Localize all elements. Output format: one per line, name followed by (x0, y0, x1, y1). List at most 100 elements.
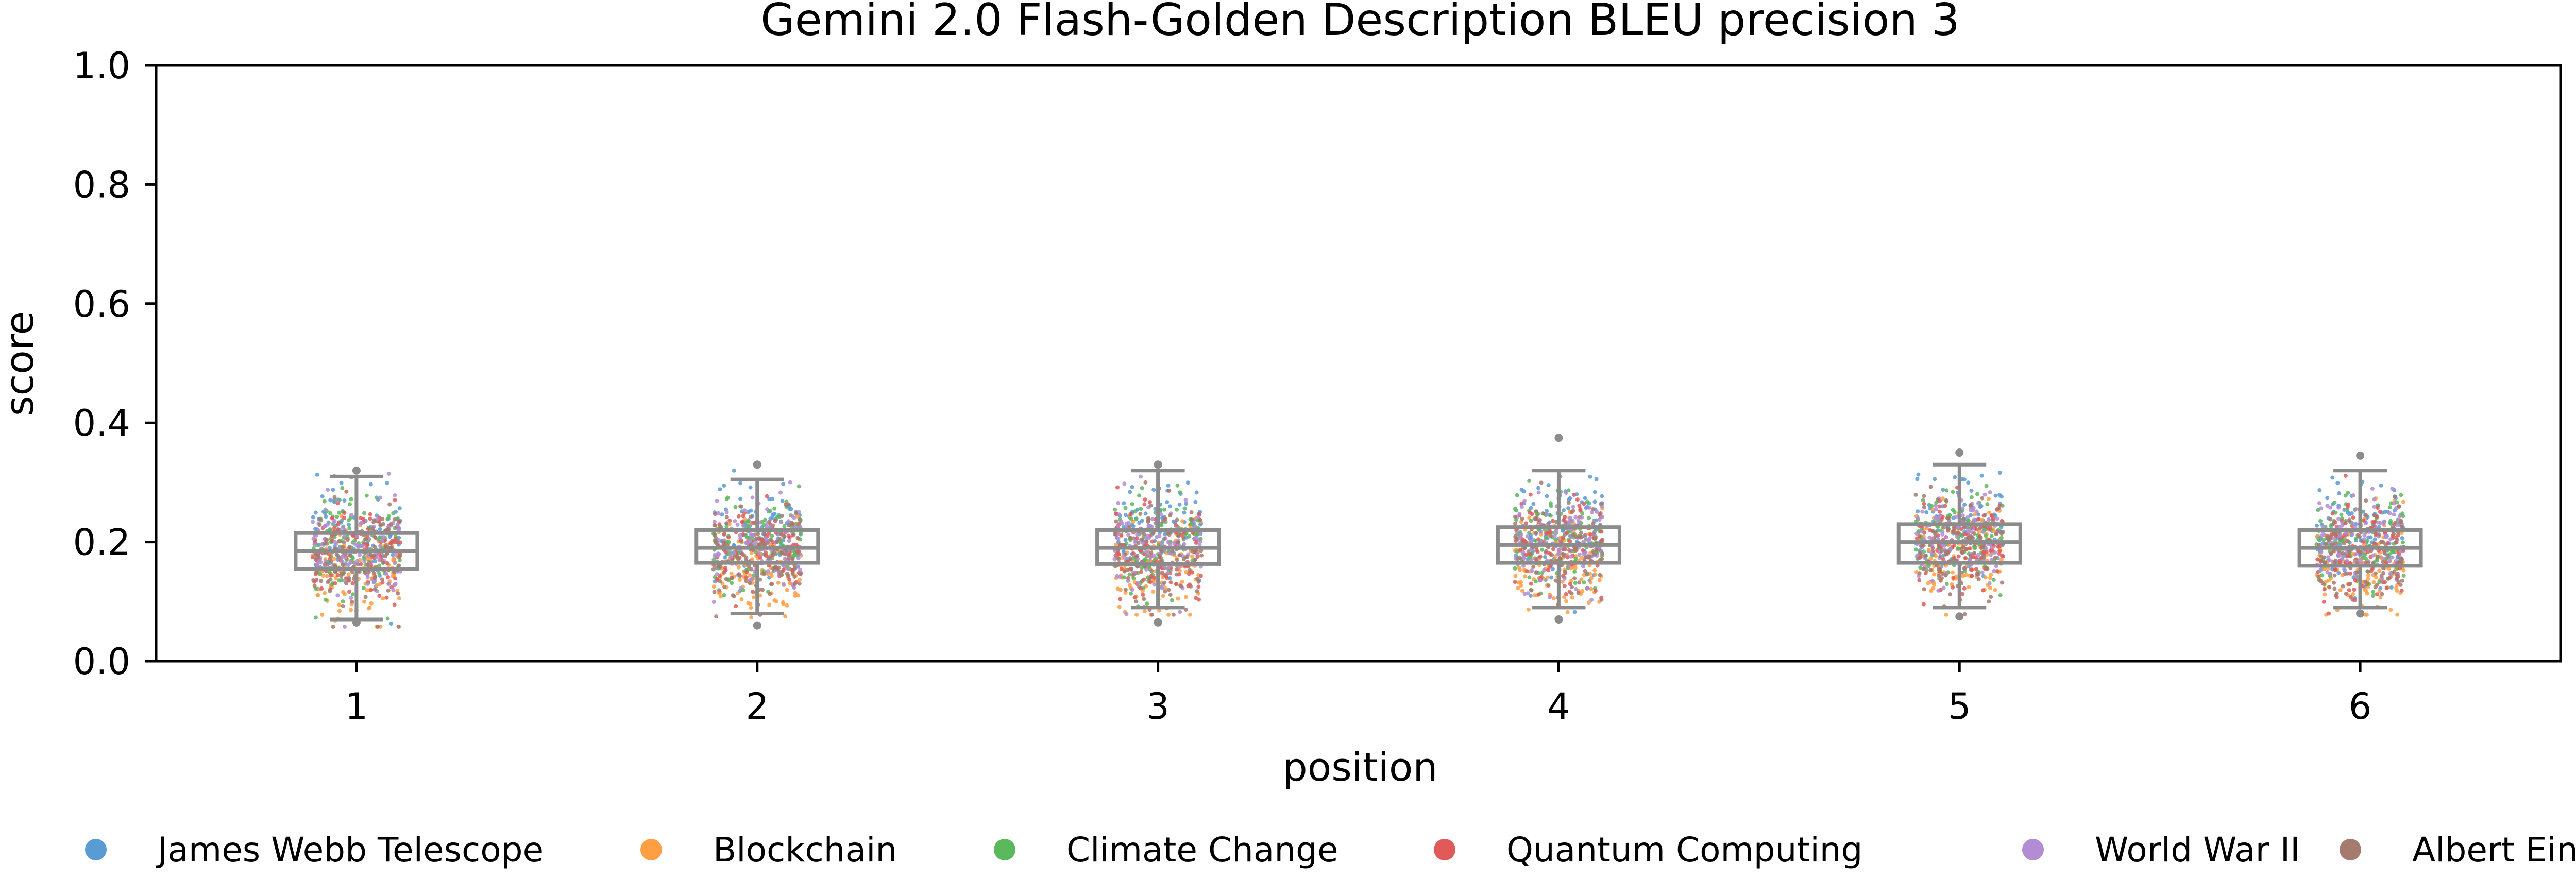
data-point (392, 570, 397, 574)
data-point (337, 609, 342, 613)
data-point (1930, 578, 1935, 583)
data-point (1999, 536, 2004, 540)
data-point (1952, 543, 1957, 548)
data-point (1943, 504, 1947, 508)
data-point (1962, 586, 1967, 591)
data-point (335, 573, 340, 577)
data-point (795, 536, 800, 540)
data-point (1989, 595, 1993, 599)
data-point (1585, 586, 1590, 591)
data-point (1940, 576, 1944, 581)
data-point (1115, 574, 1120, 578)
data-point (730, 581, 734, 585)
data-point (1513, 514, 1517, 519)
data-point (790, 556, 795, 561)
data-point (1955, 534, 1959, 539)
data-point (356, 562, 361, 567)
data-point (1519, 532, 1523, 537)
data-point (1134, 612, 1139, 617)
data-point (372, 534, 377, 539)
data-point (2323, 592, 2327, 597)
data-point (362, 586, 366, 591)
data-point (785, 603, 789, 608)
data-point (1177, 565, 1181, 570)
data-point (711, 558, 716, 562)
data-point (1591, 531, 1596, 536)
data-point (1598, 511, 1603, 515)
data-point (333, 563, 337, 568)
data-point (2379, 483, 2383, 488)
data-point (1117, 605, 1122, 609)
data-point (1566, 506, 1570, 511)
data-point (724, 525, 729, 529)
data-point (1583, 568, 1587, 573)
data-point (738, 504, 743, 509)
data-point (1140, 538, 1144, 542)
data-point (1961, 574, 1965, 578)
data-point (344, 581, 348, 585)
data-point (2320, 573, 2325, 578)
data-point (1600, 537, 1604, 542)
data-point (1938, 513, 1942, 518)
data-point (1989, 553, 1993, 557)
data-point (1533, 579, 1538, 584)
data-point (1183, 497, 1188, 502)
data-point (775, 540, 779, 544)
data-point (783, 557, 787, 561)
data-point (1132, 595, 1137, 600)
data-point (330, 516, 334, 520)
data-point (1956, 546, 1960, 551)
data-point (1929, 589, 1934, 593)
data-point (1972, 551, 1976, 556)
data-point (339, 574, 344, 578)
data-point (369, 553, 374, 557)
data-point (1568, 539, 1572, 544)
data-point (1139, 570, 1144, 574)
data-point (1529, 588, 1533, 592)
data-point (717, 551, 721, 556)
data-point (371, 520, 376, 524)
data-point (2400, 578, 2404, 583)
data-point (382, 535, 386, 539)
data-point (1114, 511, 1118, 516)
data-point (1187, 534, 1192, 539)
data-point (1528, 593, 1533, 598)
data-point (1976, 553, 1980, 557)
data-point (745, 519, 750, 524)
data-point (2332, 500, 2337, 505)
data-point (2344, 591, 2348, 596)
x-tick-label: 6 (2349, 685, 2372, 728)
data-point (1168, 580, 1173, 585)
data-point (1151, 531, 1156, 536)
data-point (2395, 612, 2400, 617)
data-point (2377, 532, 2382, 537)
data-point (1189, 510, 1194, 514)
data-point (722, 571, 726, 575)
data-point (1915, 477, 1920, 481)
data-point (738, 533, 742, 538)
data-point (1122, 569, 1127, 574)
data-point (341, 599, 345, 604)
data-point (1562, 576, 1567, 581)
data-point (1589, 598, 1594, 602)
data-point (333, 576, 338, 580)
data-point (738, 481, 743, 486)
data-point (1994, 564, 1998, 568)
legend-marker (2340, 839, 2361, 860)
data-point (2366, 560, 2370, 565)
data-point (1183, 595, 1188, 599)
data-point (1999, 558, 2004, 562)
data-point (2388, 537, 2393, 542)
data-point (369, 601, 374, 606)
data-point (1999, 519, 2004, 523)
data-point (2321, 599, 2326, 604)
data-point (2333, 510, 2338, 515)
data-point (1592, 553, 1597, 557)
data-point (767, 519, 771, 524)
data-point (1589, 576, 1594, 580)
data-point (378, 495, 382, 500)
data-point (1985, 566, 1989, 571)
data-point (2328, 517, 2333, 522)
data-point (1937, 567, 1941, 572)
data-point (1129, 591, 1133, 596)
